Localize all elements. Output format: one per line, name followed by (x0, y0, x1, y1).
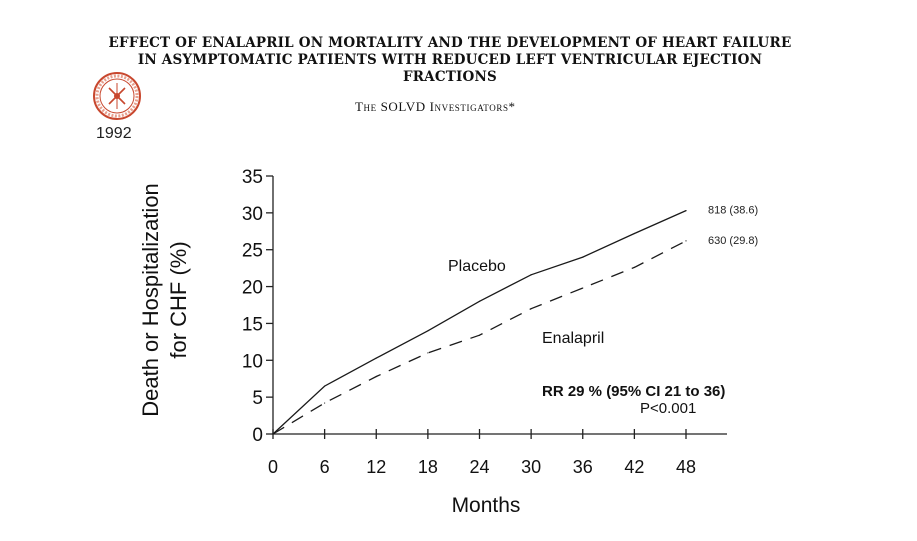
y-tick-label: 10 (242, 351, 263, 372)
data-point-placebo (478, 300, 481, 302)
y-axis-title-line-2: for CHF (%) (166, 241, 191, 358)
paper-authors: The SOLVD Investigators* (355, 99, 516, 114)
y-tick-label: 20 (242, 278, 263, 299)
data-point-enalapril (375, 375, 377, 378)
data-point-placebo (324, 385, 326, 387)
data-point-enalapril (530, 308, 532, 310)
data-point-placebo (582, 256, 584, 258)
chart-labels: 0 5 10 15 20 25 30 35 0 6 12 18 24 30 36 42 48 Months Deat… (138, 167, 758, 517)
data-point-placebo (530, 274, 532, 276)
x-tick-label: 12 (366, 457, 386, 477)
x-tick-label: 36 (573, 457, 593, 477)
x-tick-label: 6 (320, 457, 330, 477)
x-tick-label: 42 (624, 457, 644, 477)
annotation-p: P<0.001 (640, 400, 696, 417)
title-line-2: IN ASYMPTOMATIC PATIENTS WITH REDUCED LE… (137, 52, 763, 68)
y-tick-label: 30 (242, 204, 263, 225)
paper-title: EFFECT OF ENALAPRIL ON MORTALITY AND THE… (90, 35, 810, 86)
data-point-placebo (375, 357, 377, 359)
data-point-enalapril (478, 334, 481, 336)
y-tick-label: 25 (242, 241, 263, 262)
data-point-enalapril (324, 402, 326, 404)
data-point-enalapril (633, 266, 635, 269)
data-point-enalapril (272, 433, 274, 435)
y-tick-label: 35 (242, 167, 263, 188)
title-line-3: FRACTIONS (402, 69, 498, 85)
series-line-placebo (272, 210, 687, 435)
chart-series (272, 210, 687, 435)
data-point-placebo (685, 210, 687, 212)
end-label-placebo: 818 (38.6) (708, 205, 758, 217)
data-point-enalapril (582, 287, 584, 289)
publication-year: 1992 (96, 125, 132, 142)
y-tick-label: 15 (242, 314, 263, 335)
data-point-enalapril (427, 352, 429, 354)
x-tick-label: 24 (469, 457, 489, 477)
legend-enalapril: Enalapril (542, 330, 604, 347)
end-label-enalapril: 630 (29.8) (708, 235, 758, 247)
y-tick-label: 5 (252, 388, 263, 409)
x-tick-label: 30 (521, 457, 541, 477)
legend-placebo: Placebo (448, 258, 506, 275)
x-tick-label: 18 (418, 457, 438, 477)
x-axis-title: Months (452, 494, 521, 517)
annotation-rr: RR 29 % (95% CI 21 to 36) (542, 383, 725, 400)
y-axis-title: Death or Hospitalization for CHF (%) (138, 183, 191, 417)
x-tick-label: 48 (676, 457, 696, 477)
data-point-placebo (427, 330, 429, 332)
journal-seal-icon (93, 72, 141, 120)
data-point-enalapril (685, 240, 687, 242)
data-point-placebo (633, 232, 635, 235)
title-line-1: EFFECT OF ENALAPRIL ON MORTALITY AND THE… (108, 35, 792, 51)
x-tick-label: 0 (268, 457, 278, 477)
y-axis-title-line-1: Death or Hospitalization (138, 183, 163, 417)
chart-axes (266, 175, 727, 439)
y-tick-label: 0 (252, 425, 263, 446)
